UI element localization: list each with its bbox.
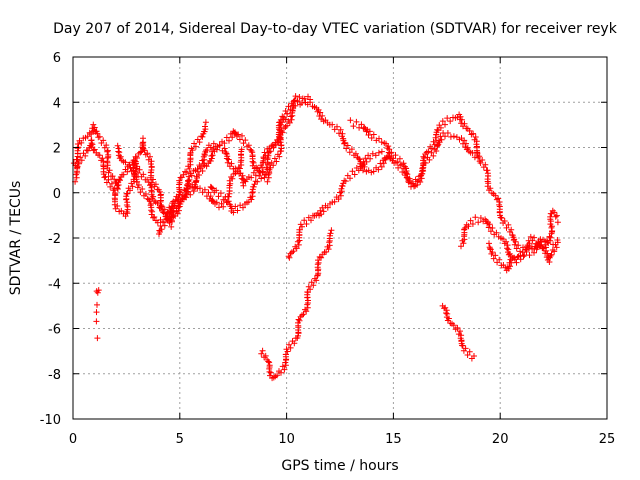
y-tick-label: -4: [48, 277, 61, 292]
y-axis-label: SDTVAR / TECUs: [8, 181, 24, 296]
x-tick-label: 5: [176, 432, 184, 447]
y-tick-label: -8: [48, 368, 61, 383]
data-markers: [258, 227, 335, 382]
series-track-11: [486, 207, 561, 274]
data-markers: [486, 207, 561, 274]
x-tick-label: 25: [599, 432, 616, 447]
data-markers: [70, 119, 209, 223]
x-tick-label: 10: [278, 432, 295, 447]
y-axis-ticks: -10 -8 -6 -4 -2 0 2 4 6: [40, 51, 607, 428]
series-track-5: [207, 93, 483, 216]
x-axis-ticks: 0 5 10 15 20 25: [69, 57, 615, 447]
data-markers: [93, 287, 102, 342]
y-tick-label: 0: [53, 187, 61, 202]
data-markers: [207, 93, 483, 216]
y-tick-label: 6: [53, 51, 61, 66]
y-tick-label: -10: [40, 413, 61, 428]
series-track-10: [439, 302, 477, 362]
y-tick-label: 4: [53, 96, 61, 111]
grid-lines: [73, 57, 607, 419]
series-track-4: [156, 93, 314, 237]
series-track-7: [258, 227, 335, 382]
series-track-8: [347, 111, 557, 255]
y-tick-label: 2: [53, 142, 61, 157]
data-markers: [285, 148, 385, 261]
data-markers: [156, 93, 314, 237]
series-track-6: [285, 148, 385, 261]
y-tick-label: -6: [48, 323, 61, 338]
chart-title: Day 207 of 2014, Sidereal Day-to-day VTE…: [53, 21, 618, 37]
series-track-12: [93, 287, 102, 342]
data-markers: [347, 111, 557, 255]
data-markers: [439, 302, 477, 362]
y-tick-label: -2: [48, 232, 61, 247]
x-axis-label: GPS time / hours: [281, 458, 398, 474]
x-tick-label: 15: [385, 432, 402, 447]
series-track-1: [70, 119, 209, 223]
x-tick-label: 0: [69, 432, 77, 447]
x-tick-label: 20: [492, 432, 509, 447]
data-points: [70, 93, 561, 382]
